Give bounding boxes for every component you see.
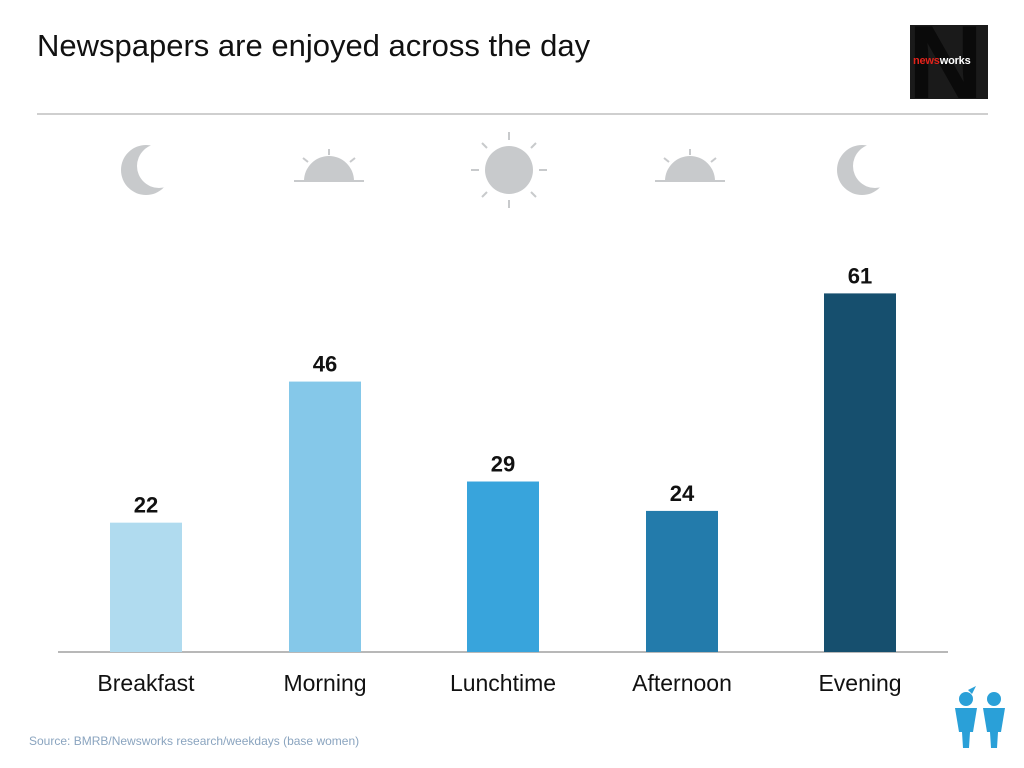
bar-morning bbox=[289, 381, 361, 652]
logo-wordmark: newsworks bbox=[913, 55, 971, 67]
data-label-afternoon: 24 bbox=[670, 481, 695, 506]
bar-lunchtime bbox=[467, 481, 539, 652]
people-icon bbox=[955, 686, 1005, 748]
bar-evening bbox=[824, 293, 896, 652]
data-label-breakfast: 22 bbox=[134, 493, 158, 518]
moon-icon bbox=[121, 144, 181, 195]
bar-breakfast bbox=[110, 522, 182, 652]
title-divider bbox=[37, 113, 988, 115]
category-label-afternoon: Afternoon bbox=[632, 670, 732, 696]
category-label-morning: Morning bbox=[283, 670, 366, 696]
sunset-icon bbox=[655, 149, 725, 182]
logo-letter: N bbox=[910, 25, 984, 99]
bar-afternoon bbox=[646, 510, 718, 652]
data-label-morning: 46 bbox=[313, 352, 337, 377]
category-label-breakfast: Breakfast bbox=[97, 670, 195, 696]
data-label-lunchtime: 29 bbox=[491, 452, 515, 477]
sun-icon bbox=[471, 132, 547, 208]
page-title: Newspapers are enjoyed across the day bbox=[37, 28, 591, 63]
sunrise-icon bbox=[294, 149, 364, 182]
moon-icon bbox=[837, 144, 897, 195]
category-label-evening: Evening bbox=[818, 670, 901, 696]
logo-suffix: works bbox=[939, 55, 971, 67]
category-label-lunchtime: Lunchtime bbox=[450, 670, 556, 696]
data-label-evening: 61 bbox=[848, 263, 872, 288]
source-note: Source: BMRB/Newsworks research/weekdays… bbox=[29, 734, 360, 748]
newsworks-logo: N newsworks bbox=[910, 25, 988, 99]
logo-prefix: news bbox=[913, 55, 940, 67]
bar-group: 22 Breakfast 46 Morning 29 Lunchtime 24 Afterno… bbox=[97, 263, 901, 696]
